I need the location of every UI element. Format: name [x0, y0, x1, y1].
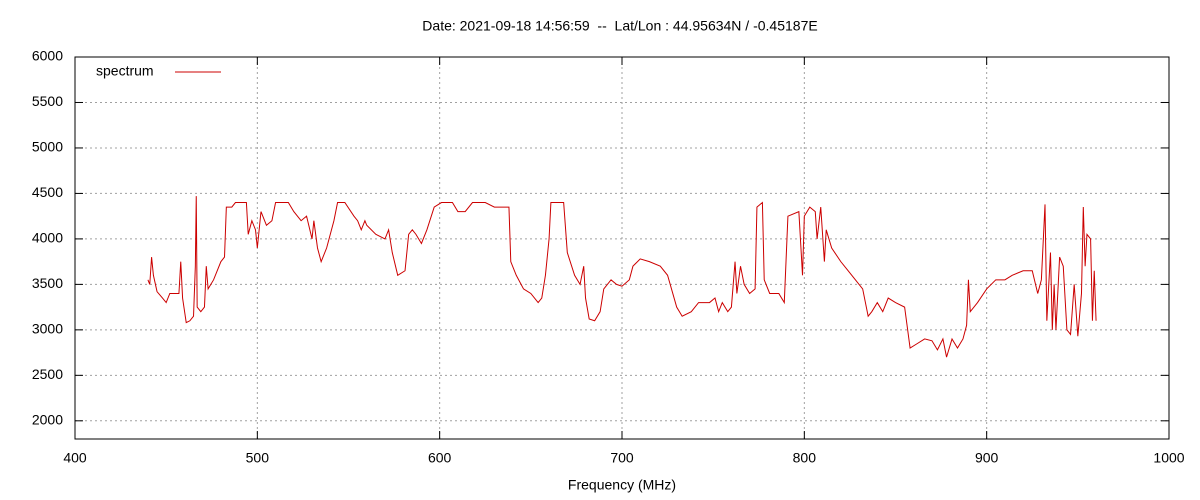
plot-border: [74, 56, 1170, 440]
legend-label: spectrum: [96, 63, 154, 79]
x-axis-label: Frequency (MHz): [568, 477, 676, 493]
x-tick-label: 600: [428, 450, 452, 466]
x-tick-label: 400: [63, 450, 87, 466]
x-tick-label: 1000: [1153, 450, 1184, 466]
x-tick-label: 800: [793, 450, 817, 466]
y-tick-label: 5000: [32, 139, 63, 155]
line-series: [147, 196, 1097, 358]
y-tick-label: 5500: [32, 93, 63, 109]
y-tick-label: 2500: [32, 366, 63, 382]
y-tick-label: 2000: [32, 412, 63, 428]
x-tick-label: 700: [610, 450, 634, 466]
y-tick-label: 4000: [32, 230, 63, 246]
y-tick-label: 3500: [32, 275, 63, 291]
y-tick-label: 3000: [32, 321, 63, 337]
x-tick-label: 900: [975, 450, 999, 466]
y-tick-label: 6000: [32, 48, 63, 64]
x-tick-label: 500: [246, 450, 270, 466]
chart-title: Date: 2021-09-18 14:56:59 -- Lat/Lon : 4…: [422, 18, 817, 34]
y-tick-label: 4500: [32, 184, 63, 200]
